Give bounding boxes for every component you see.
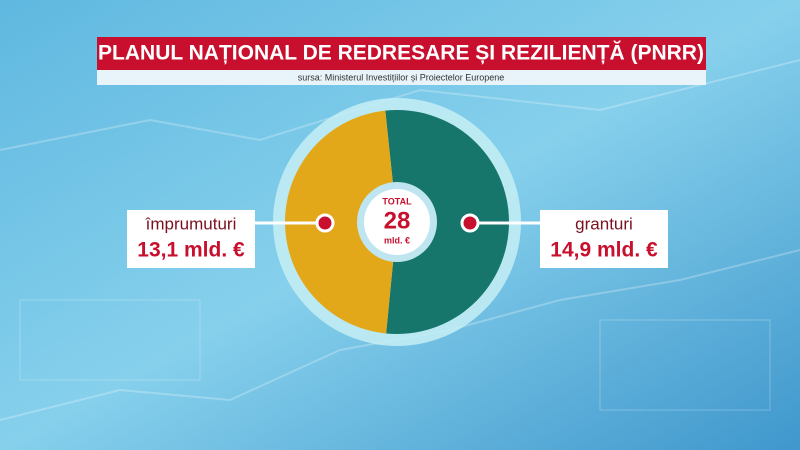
subtitle-banner bbox=[97, 70, 706, 85]
pie-slice bbox=[385, 110, 509, 335]
total-title: TOTAL bbox=[382, 196, 412, 206]
pie bbox=[284, 110, 509, 335]
label-box bbox=[127, 210, 255, 268]
legend-label: granturi bbox=[575, 214, 633, 233]
legend-label: împrumuturi bbox=[145, 214, 237, 233]
leader-dot bbox=[460, 213, 480, 233]
leader-dot bbox=[315, 213, 335, 233]
chart-subtitle: sursa: Ministerul Investițiilor și Proie… bbox=[298, 72, 505, 82]
total-unit: mld. € bbox=[384, 235, 410, 245]
chart-title: PLANUL NAȚIONAL DE REDRESARE ȘI REZILIEN… bbox=[98, 42, 704, 65]
total-value: 28 bbox=[384, 207, 411, 234]
labels: împrumuturi 13,1 mld. € granturi 14,9 mld. … bbox=[127, 210, 668, 268]
center-disc bbox=[364, 189, 430, 255]
label-box bbox=[540, 210, 668, 268]
value-label: 13,1 mld. € bbox=[137, 239, 245, 262]
value-label: 14,9 mld. € bbox=[550, 239, 658, 262]
pie-slice bbox=[284, 110, 397, 334]
title-banner bbox=[97, 37, 706, 70]
